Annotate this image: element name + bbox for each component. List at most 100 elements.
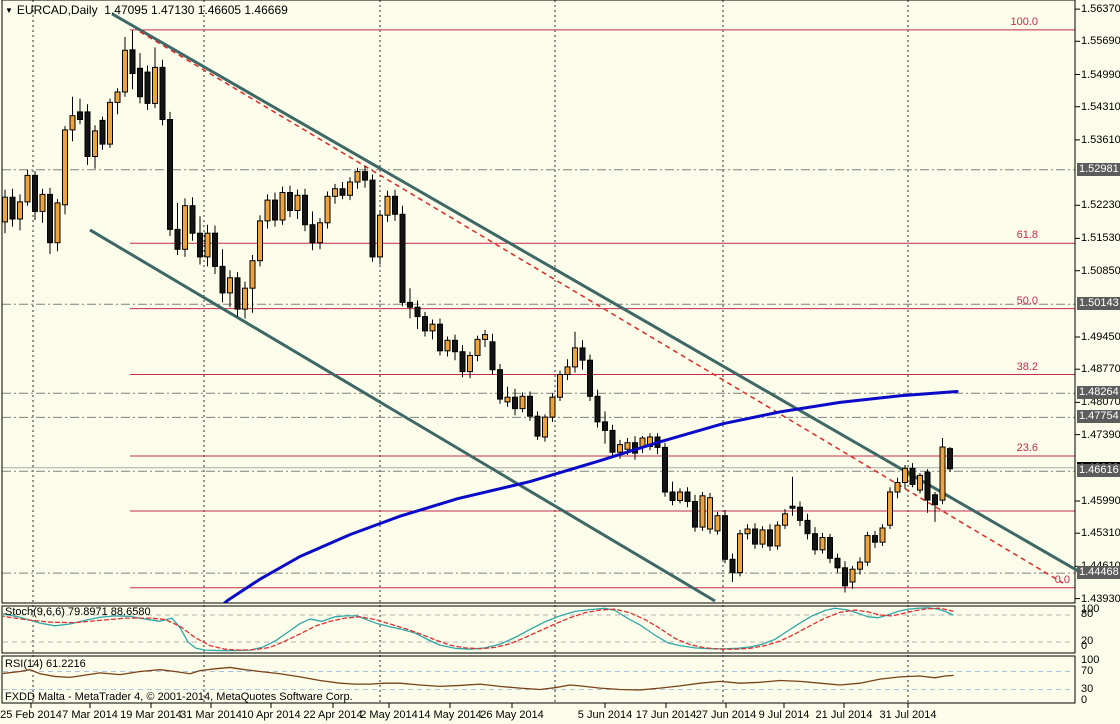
fib-level-label: 50.0 [1016,294,1038,307]
bull-candle [902,467,908,483]
descending-trendline-upper[interactable] [111,12,1086,577]
collapse-indicator-icon[interactable]: ▼ [5,6,13,15]
bear-candle [144,71,151,104]
price-axis-tick: 1.45990 [1081,495,1120,507]
bear-candle [587,359,593,397]
bear-candle [594,395,601,423]
horizontal-level-lines [2,169,1075,574]
bull-candle [519,395,526,410]
bear-candle [9,196,16,220]
bear-candle [752,528,758,545]
stochastic-indicator-label: Stoch(9,6,6) 79.8971 88.6580 [5,606,151,618]
bear-candle [174,228,181,250]
highlighted-price-label: 1.50143 [1077,297,1120,311]
bear-candle [489,341,496,371]
bull-candle [624,442,631,450]
bear-candle [212,232,218,267]
bear-candle [369,179,376,258]
bear-candle [99,119,106,145]
bull-candle [332,188,338,197]
bull-candle [324,195,331,224]
bull-candle [429,323,436,332]
bull-candle [617,444,623,453]
chart-ohlc-values: 1.47095 1.47130 1.46605 1.46669 [104,3,288,17]
bull-candle [504,396,511,403]
bear-candle [422,316,428,332]
bull-candle [92,130,98,157]
bull-candle [474,338,481,356]
bear-candle [804,519,811,535]
bull-candle [294,194,301,212]
price-axis-tick: 1.50850 [1081,264,1120,277]
bull-candle [707,497,713,530]
stoch-scale-label: 20 [1081,635,1094,647]
bull-candle [864,535,871,563]
bear-candle [812,533,818,551]
fib-level-label: 38.2 [1016,360,1038,373]
stoch-scale-label: 0 [1081,640,1088,652]
bear-candle [197,232,203,258]
date-axis-label: 26 May 2014 [480,709,544,721]
date-axis-label: 5 Jun 2014 [577,709,633,721]
bear-candle [609,429,616,453]
moving-average-line [222,390,959,603]
descending-line-red-dashed[interactable] [139,31,1064,584]
price-axis-tick: 1.54990 [1081,68,1120,81]
bull-candle [542,416,548,438]
bear-candle [362,171,368,181]
bull-candle [737,533,743,574]
bear-candle [407,301,413,308]
bull-candle [377,214,383,258]
bear-candle [159,66,166,120]
bull-candle [849,568,856,583]
stoch-scale-label: 80 [1081,608,1094,620]
price-axis-tick: 1.48770 [1081,363,1120,376]
chart-symbol-period: EURCAD,Daily [16,3,98,17]
bear-candle [722,515,728,560]
bull-candle [857,561,863,570]
highlighted-price-label: 1.44468 [1077,566,1120,580]
bear-candle [272,199,278,221]
bear-candle [399,213,406,303]
price-axis-tick: 1.54310 [1081,100,1120,113]
rsi-scale-label: 100 [1081,654,1100,666]
fibonacci-retracement-lines[interactable] [130,29,1075,589]
candlestick-series [2,30,953,593]
bull-candle [782,513,788,526]
bull-candle [774,524,781,547]
bear-candle [392,195,398,215]
date-axis-label: 31 Jul 2014 [879,709,937,721]
stochastic-panel [3,607,1074,652]
rsi-panel [3,666,1074,691]
bull-candle [122,49,128,93]
date-axis-label: 7 Mar 2014 [62,709,118,721]
bull-candle [182,205,188,250]
descending-trendline-inner[interactable] [89,228,716,603]
bull-candle [242,287,248,310]
bear-candle [497,369,503,400]
date-axis-label: 10 Apr 2014 [241,709,301,721]
price-axis-tick: 1.51530 [1081,232,1120,245]
bear-candle [932,494,938,506]
bear-candle [827,537,833,559]
vertical-gridlines [32,0,909,703]
bull-candle [39,193,46,212]
fib-level-label: 23.6 [1016,442,1038,454]
copyright-text: FXDD Malta - MetaTrader 4, © 2001-2014, … [5,691,353,703]
price-axis-tick: 1.48070 [1081,396,1120,409]
bull-candle [17,201,23,220]
bull-candle [677,491,683,501]
price-axis-tick: 1.55690 [1081,35,1120,48]
bull-candle [2,196,8,223]
price-axis-tick: 1.49450 [1081,331,1120,343]
date-axis-label: 14 May 2014 [418,709,482,721]
bear-candle [84,111,91,157]
rsi-indicator-label: RSI(14) 61.2216 [5,658,86,670]
bear-candle [47,193,53,244]
price-axis-tick: 1.53610 [1081,133,1120,146]
chart-title: ▼ EURCAD,Daily 1.47095 1.47130 1.46605 1.… [5,3,288,17]
price-axis-tick: 1.56370 [1081,3,1120,16]
bear-candle [452,339,458,353]
